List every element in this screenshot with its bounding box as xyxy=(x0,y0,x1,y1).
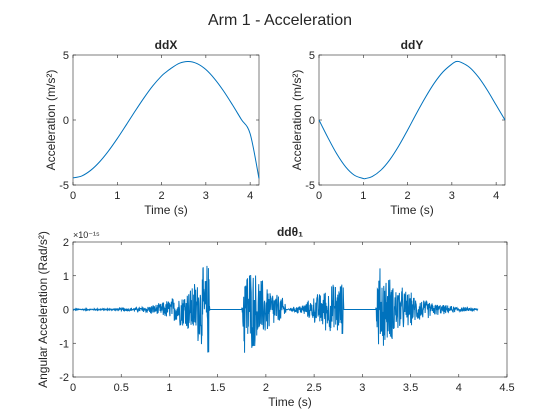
x-tick-label: 4.5 xyxy=(499,382,514,394)
x-tick-label: 2.5 xyxy=(306,382,321,394)
x-tick-label: 3 xyxy=(203,190,209,202)
y-tick-label: 0 xyxy=(63,305,69,317)
axes-frame xyxy=(318,54,506,186)
y-tick-label: 2 xyxy=(63,237,69,249)
x-tick-label: 2 xyxy=(159,190,165,202)
y-tick-label: -5 xyxy=(59,180,69,192)
x-tick-label: 0 xyxy=(316,190,322,202)
y-tick-label: -1 xyxy=(59,338,69,350)
x-tick-label: 0 xyxy=(70,382,76,394)
ddtheta-axes: 0 0.5 1 1.5 2 2.5 3 3.5 4 4.5 -2 -1 0 1 2 ddθ₁ Time (s) A… xyxy=(36,225,515,409)
x-tick-label: 0.5 xyxy=(114,382,129,394)
x-tick-label: 4 xyxy=(247,190,253,202)
x-tick-label: 4 xyxy=(493,190,499,202)
x-tick-label: 0 xyxy=(70,190,76,202)
x-tick-label: 1 xyxy=(114,190,120,202)
figure-title: Arm 1 - Acceleration xyxy=(208,12,352,29)
x-tick-label: 4 xyxy=(456,382,462,394)
axes-title: ddY xyxy=(401,38,424,52)
y-axis-label: Acceleration (m/s²) xyxy=(44,70,58,171)
y-tick-label: 0 xyxy=(309,115,315,127)
x-tick-label: 1 xyxy=(166,382,172,394)
ddy-line xyxy=(318,60,506,180)
y-tick-label: 0 xyxy=(63,115,69,127)
x-axis-label: Time (s) xyxy=(390,203,434,217)
x-tick-label: 1.5 xyxy=(210,382,225,394)
y-tick-label: -2 xyxy=(59,372,69,384)
ddx-line xyxy=(72,60,260,179)
y-axis-label: Angular Acceleration (Rad/s²) xyxy=(36,231,50,388)
axes-title: ddX xyxy=(155,38,178,52)
x-tick-label: 3.5 xyxy=(403,382,418,394)
ddtheta-signal xyxy=(72,265,479,353)
x-tick-label: 2 xyxy=(263,382,269,394)
x-axis-label: Time (s) xyxy=(144,203,188,217)
y-tick-label: 5 xyxy=(309,50,315,62)
axes-frame xyxy=(72,54,260,186)
y-axis-label: Acceleration (m/s²) xyxy=(290,70,304,171)
y-tick-label: 1 xyxy=(63,271,69,283)
x-tick-label: 3 xyxy=(359,382,365,394)
x-tick-label: 2 xyxy=(405,190,411,202)
y-exponent-label: ×10⁻¹⁵ xyxy=(73,230,100,240)
x-tick-label: 3 xyxy=(449,190,455,202)
axes-title: ddθ₁ xyxy=(277,225,303,239)
x-axis-label: Time (s) xyxy=(268,395,312,409)
y-tick-label: -5 xyxy=(305,180,315,192)
y-tick-label: 5 xyxy=(63,50,69,62)
x-tick-label: 1 xyxy=(360,190,366,202)
